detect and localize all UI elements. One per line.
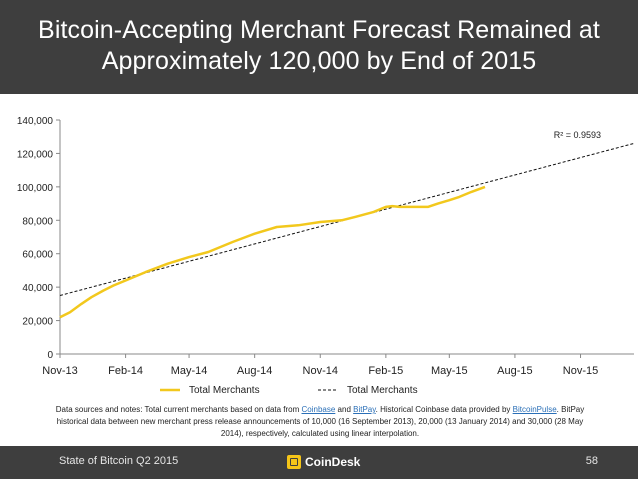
note-text-2: and [335,405,354,414]
brand-name: CoinDesk [305,455,361,469]
x-tick-label: Aug-15 [497,365,532,377]
note-text-1: Data sources and notes: Total current me… [55,405,302,414]
coindesk-logo: CoinDesk [287,453,360,471]
x-tick-label: Aug-14 [237,365,272,377]
y-tick-label: 20,000 [22,317,53,328]
footer-bar: State of Bitcoin Q2 2015 CoinDesk 58 [0,446,638,479]
page-number: 58 [585,455,598,467]
x-tick-label: May-15 [431,365,468,377]
y-tick-label: 60,000 [22,250,53,261]
y-tick-label: 100,000 [17,183,54,194]
slide-title-line-1: Bitcoin-Accepting Merchant Forecast Rema… [38,16,600,44]
title-bar: Bitcoin-Accepting Merchant Forecast Rema… [0,0,638,94]
chart: 0 20,000 40,000 60,000 80,000 100,000 120,000 1… [17,116,635,396]
x-tick-label: Feb-15 [368,365,403,377]
r-squared-annotation: R² = 0.9593 [554,130,601,140]
y-tick-label: 140,000 [17,116,54,127]
y-tick-label: 120,000 [17,149,54,160]
y-tick-label: 0 [47,350,53,361]
bitpay-link[interactable]: BitPay [353,405,376,414]
series-total-merchants [59,185,486,319]
x-tick-label: Nov-13 [42,365,77,377]
x-tick-label: Feb-14 [108,365,143,377]
slide-title-line-2: Approximately 120,000 by End of 2015 [101,47,537,75]
coinbase-link[interactable]: Coinbase [301,405,336,414]
footer-report-name: State of Bitcoin Q2 2015 [59,455,179,467]
note-text-4: . BitPay historical data between new mer… [56,405,585,438]
note-text-3: . Historical Coinbase data provided by [375,405,513,414]
data-sources-note: Data sources and notes: Total current me… [50,404,590,440]
coindesk-logo-icon [287,455,301,469]
y-tick-label: 40,000 [22,283,53,294]
x-tick-label: May-14 [171,365,208,377]
bitcoinpulse-link[interactable]: BitcoinPulse [512,405,557,414]
legend-label-solid: Total Merchants [189,385,260,396]
legend-label-dashed: Total Merchants [347,385,418,396]
x-tick-label: Nov-15 [563,365,598,377]
y-tick-label: 80,000 [22,216,53,227]
x-tick-label: Nov-14 [303,365,338,377]
